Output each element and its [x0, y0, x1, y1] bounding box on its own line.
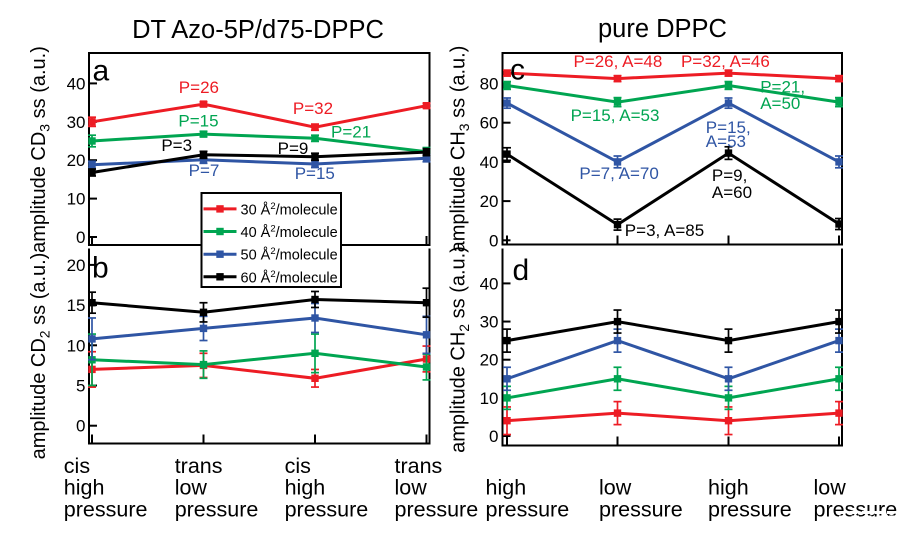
svg-text:0: 0 [76, 417, 85, 436]
svg-text:P=15,: P=15, [706, 118, 751, 137]
svg-text:A=53: A=53 [706, 132, 746, 151]
svg-text:5: 5 [76, 377, 85, 396]
svg-text:60 Å2/molecule: 60 Å2/molecule [241, 269, 338, 287]
svg-text:P=3, A=85: P=3, A=85 [625, 221, 704, 240]
svg-text:10: 10 [67, 190, 86, 209]
svg-text:pressure: pressure [395, 497, 479, 521]
svg-text:pressure: pressure [486, 497, 570, 521]
svg-text:30 Å2/molecule: 30 Å2/molecule [241, 201, 338, 219]
svg-text:pressure: pressure [708, 497, 792, 521]
svg-text:pressure: pressure [599, 497, 683, 521]
svg-text:A=50: A=50 [760, 94, 800, 113]
svg-text:amplitude CH3 ss (a.u.): amplitude CH3 ss (a.u.) [448, 46, 473, 253]
svg-text:60: 60 [480, 114, 499, 133]
svg-text:40: 40 [67, 74, 86, 93]
svg-text:amplitude CD3 ss (a.u.): amplitude CD3 ss (a.u.) [28, 46, 53, 253]
svg-text:low: low [599, 476, 632, 500]
svg-text:pure DPPC: pure DPPC [598, 15, 727, 43]
svg-text:amplitude CH2 ss (a.u.): amplitude CH2 ss (a.u.) [448, 246, 473, 453]
svg-text:high: high [64, 476, 105, 500]
svg-text:10: 10 [67, 336, 86, 355]
svg-text:P=15: P=15 [295, 164, 335, 183]
svg-text:15: 15 [67, 296, 86, 315]
svg-text:pressure: pressure [175, 497, 259, 521]
svg-text:trans: trans [175, 454, 223, 478]
svg-text:high: high [708, 476, 749, 500]
svg-text:20: 20 [480, 192, 499, 211]
svg-text:pressure: pressure [64, 497, 148, 521]
svg-text:P=15, A=53: P=15, A=53 [571, 106, 660, 125]
svg-text:40: 40 [480, 274, 499, 293]
svg-text:80: 80 [480, 75, 499, 94]
svg-text:30: 30 [67, 113, 86, 132]
svg-text:high: high [285, 476, 326, 500]
svg-text:30: 30 [480, 313, 499, 332]
svg-text:trans: trans [395, 454, 443, 478]
svg-text:20: 20 [67, 151, 86, 170]
svg-text:d: d [513, 254, 530, 287]
svg-text:cis: cis [64, 454, 90, 478]
svg-text:P=21,: P=21, [760, 78, 805, 97]
svg-text:10: 10 [480, 389, 499, 408]
svg-text:50 Å2/molecule: 50 Å2/molecule [241, 246, 338, 264]
svg-text:0: 0 [489, 231, 498, 250]
svg-text:amplitude CD2 ss (a.u.): amplitude CD2 ss (a.u.) [28, 253, 53, 460]
svg-text:P=7, A=70: P=7, A=70 [579, 164, 658, 183]
svg-text:c: c [510, 54, 525, 87]
svg-text:0: 0 [489, 427, 498, 446]
svg-text:P=9,: P=9, [712, 166, 747, 185]
svg-text:P=32: P=32 [293, 99, 333, 118]
svg-text:pressure: pressure [285, 497, 369, 521]
svg-text:low: low [175, 476, 208, 500]
svg-text:P=9: P=9 [278, 139, 309, 158]
svg-text:low: low [395, 476, 428, 500]
svg-text:20: 20 [480, 351, 499, 370]
svg-text:P=15: P=15 [178, 112, 218, 131]
svg-text:b: b [92, 252, 109, 285]
svg-text:P=32, A=46: P=32, A=46 [681, 52, 770, 71]
svg-text:low: low [814, 476, 847, 500]
svg-text:P=21: P=21 [331, 123, 371, 142]
svg-text:40 Å2/molecule: 40 Å2/molecule [241, 224, 338, 242]
svg-text:cis: cis [285, 454, 311, 478]
svg-text:P=26, A=48: P=26, A=48 [573, 52, 662, 71]
svg-text:A=60: A=60 [712, 183, 752, 202]
svg-text:P=26: P=26 [179, 78, 219, 97]
svg-text:0: 0 [76, 228, 85, 247]
svg-text:40: 40 [480, 153, 499, 172]
svg-text:20: 20 [67, 256, 86, 275]
svg-text:DT Azo-5P/d75-DPPC: DT Azo-5P/d75-DPPC [132, 16, 384, 44]
svg-text:high: high [486, 476, 527, 500]
svg-text:P=7: P=7 [189, 161, 220, 180]
svg-text:a: a [93, 55, 110, 88]
svg-text:P=3: P=3 [161, 136, 192, 155]
